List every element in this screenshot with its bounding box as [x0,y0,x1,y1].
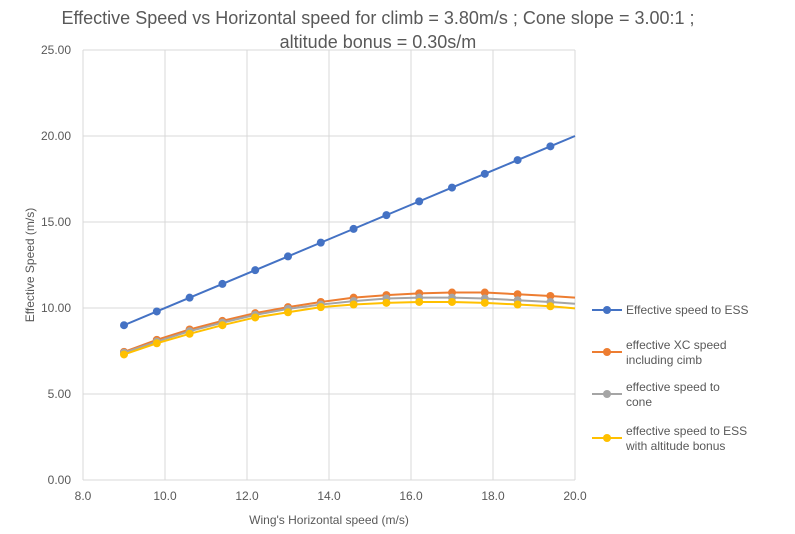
data-point [546,142,555,151]
data-point [284,308,292,317]
x-tick-label: 10.0 [153,489,177,503]
data-point [546,291,555,300]
y-tick-label: 5.00 [48,387,72,401]
data-point [120,350,128,359]
data-point [120,321,128,330]
legend-marker [603,306,611,314]
x-axis-label: Wing's Horizontal speed (m/s) [249,513,409,527]
data-point [382,298,391,307]
data-point [284,252,292,261]
x-tick-label: 20.0 [563,489,587,503]
y-tick-label: 25.00 [41,43,71,57]
x-tick-label: 8.0 [75,489,92,503]
data-point [480,169,489,178]
legend-marker [603,434,611,442]
data-point [513,290,522,299]
data-point [316,303,325,312]
data-point [316,238,325,247]
legend-label: Effective speed to ESS [626,303,749,317]
x-tick-label: 14.0 [317,489,341,503]
chart-title: Effective Speed vs Horizontal speed for … [61,8,695,52]
y-tick-label: 10.00 [41,301,71,315]
x-tick-label: 12.0 [235,489,259,503]
data-point [349,300,358,309]
data-point [448,183,456,192]
data-point [185,329,194,338]
y-tick-label: 0.00 [48,473,72,487]
data-point [415,197,424,206]
legend-marker [603,348,611,356]
x-tick-label: 18.0 [481,489,505,503]
data-point [218,279,227,288]
data-point [152,307,161,316]
data-point [448,297,456,306]
legend-label: effective XC speed including cimb [626,338,727,367]
data-point [415,297,424,306]
data-point [251,266,260,275]
y-tick-label: 15.00 [41,215,71,229]
legend-label: effective speed to ESS with altitude bonu… [625,424,747,453]
data-point [349,224,358,233]
data-point [185,293,194,302]
data-point [480,288,489,297]
y-axis-label: Effective Speed (m/s) [23,208,37,323]
data-point [382,211,391,220]
data-point [480,298,489,307]
y-tick-label: 20.00 [41,129,71,143]
data-point [513,156,522,165]
series-line [123,296,576,354]
data-point [546,302,555,311]
data-point [513,300,522,309]
x-tick-label: 16.0 [399,489,423,503]
legend-marker [603,390,611,398]
data-point [218,321,227,330]
data-point [152,339,161,348]
data-point [251,313,260,322]
legend-label: effective speed to cone [626,380,720,409]
